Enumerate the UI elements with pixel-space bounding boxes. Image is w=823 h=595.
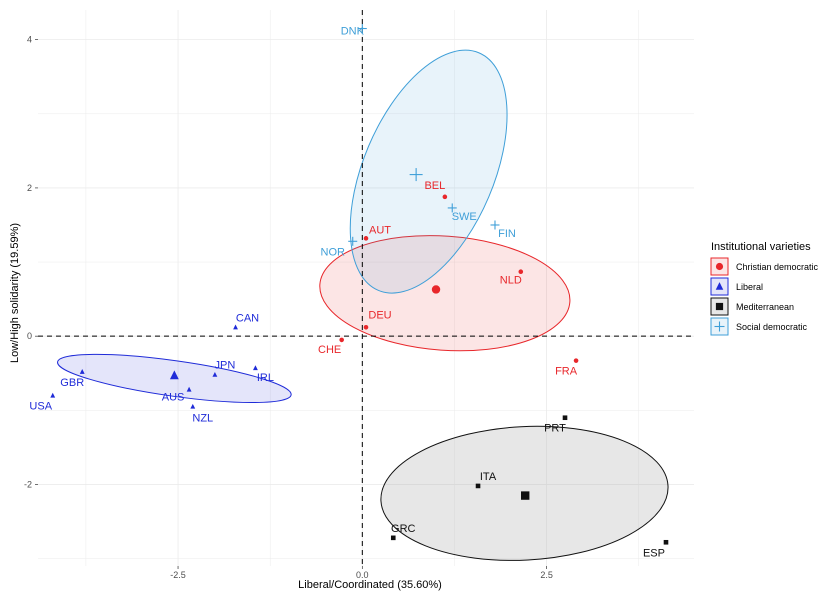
point-label: FRA	[555, 366, 578, 378]
point-label: AUS	[162, 392, 185, 404]
reference-lines	[38, 10, 694, 566]
y-tick-label: -2	[24, 479, 32, 489]
point-label: DEU	[368, 309, 391, 321]
data-point	[390, 535, 396, 541]
point-label: BEL	[424, 180, 445, 192]
group-centroid	[431, 285, 441, 294]
data-point	[79, 369, 85, 374]
data-point	[348, 236, 358, 246]
point-label: CAN	[236, 312, 259, 324]
x-tick-label: -2.5	[170, 570, 186, 580]
x-axis-title: Liberal/Coordinated (35.60%)	[298, 579, 442, 591]
x-tick-label: 0.0	[356, 570, 369, 580]
data-point	[490, 220, 500, 230]
data-point	[50, 392, 56, 398]
point-label: JPN	[215, 360, 236, 372]
point-label: FIN	[498, 228, 516, 240]
point-label: ESP	[643, 547, 665, 559]
group-centroids	[169, 168, 530, 500]
data-point	[442, 194, 448, 200]
confidence-ellipse	[319, 235, 571, 352]
confidence-ellipses	[57, 49, 669, 561]
legend-marker	[715, 302, 724, 311]
point-label: DNK	[341, 26, 365, 38]
group-centroid	[521, 491, 530, 500]
point-label: CHE	[318, 344, 341, 356]
legend-label: Christian democratic	[736, 262, 819, 272]
point-label: NLD	[500, 275, 522, 287]
point-label: SWE	[452, 211, 477, 223]
data-point	[447, 203, 457, 213]
data-point	[363, 324, 369, 330]
legend-marker	[714, 321, 725, 332]
legend: Institutional varieties Christian democr…	[710, 241, 819, 336]
point-label: USA	[29, 400, 52, 412]
point-label: ITA	[480, 471, 497, 483]
x-tick-label: 2.5	[540, 570, 553, 580]
data-point	[339, 337, 344, 343]
legend-title: Institutional varieties	[711, 241, 811, 253]
point-label: GBR	[60, 377, 84, 389]
point-label: PRT	[544, 423, 566, 435]
data-point	[253, 365, 258, 371]
point-label: IRL	[257, 372, 274, 384]
point-labels: BEL AUT NLD DEU CHE FRA CAN JPN IRL GBR USA AUS NZL P…	[29, 26, 665, 560]
point-label: NOR	[321, 246, 346, 258]
data-point	[357, 24, 367, 34]
point-label: AUT	[369, 224, 391, 236]
data-point	[475, 483, 481, 489]
data-point	[518, 269, 524, 274]
group-centroid	[409, 168, 423, 182]
data-point	[233, 324, 238, 330]
point-label: GRC	[391, 523, 416, 535]
data-point	[562, 415, 568, 421]
data-points	[50, 24, 669, 545]
data-point	[186, 386, 192, 392]
data-point	[363, 236, 369, 241]
point-label: NZL	[192, 413, 213, 425]
data-point	[190, 403, 196, 409]
y-tick-label: 4	[27, 35, 32, 45]
y-axis-title: Low/High solidarity (19.59%)	[9, 223, 21, 363]
y-tick-label: 2	[27, 183, 32, 193]
legend-label: Social democratic	[736, 322, 808, 332]
data-point	[212, 371, 218, 377]
tick-labels: -2.5 0.0 2.5 -2 0 2 4	[24, 35, 553, 580]
confidence-ellipse	[349, 49, 508, 294]
y-tick-label: 0	[27, 331, 32, 341]
data-point	[663, 539, 669, 545]
legend-label: Liberal	[736, 282, 763, 292]
legend-label: Mediterranean	[736, 302, 794, 312]
legend-marker	[715, 282, 724, 290]
group-centroid	[169, 370, 179, 380]
data-point	[573, 358, 579, 363]
legend-marker	[715, 262, 724, 271]
